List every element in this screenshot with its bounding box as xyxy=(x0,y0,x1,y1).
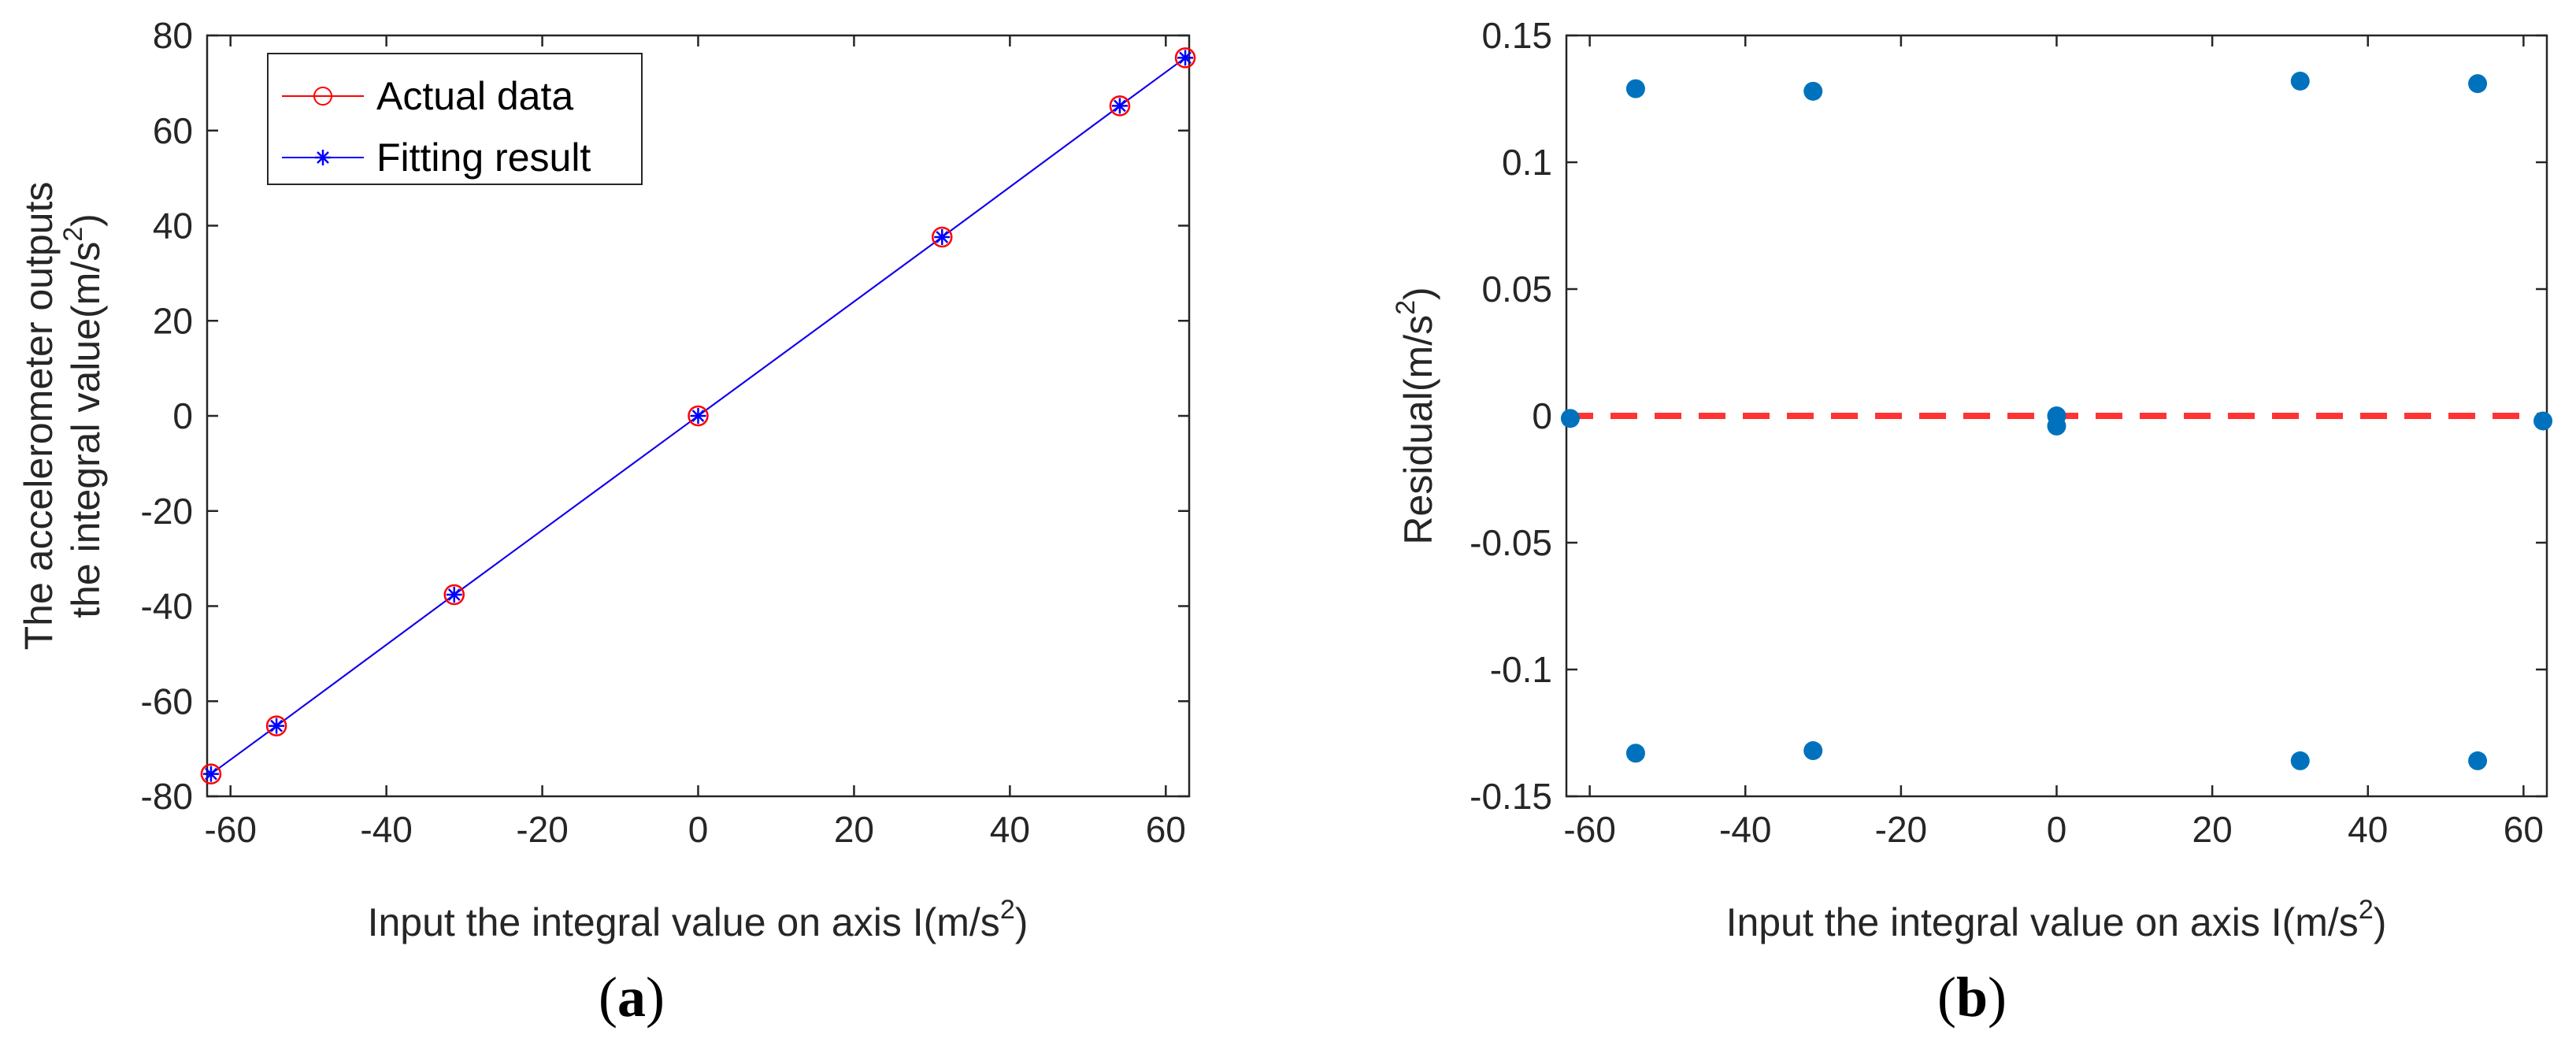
fitting-result-point xyxy=(1111,98,1128,114)
a-xtick-label: -20 xyxy=(516,809,568,850)
a-xtick-label: 40 xyxy=(990,809,1030,850)
b-xtick-label: -20 xyxy=(1875,809,1927,850)
actual-data-point xyxy=(932,226,953,248)
a-ytick-label: 0 xyxy=(172,395,193,436)
b-xtick-label: -40 xyxy=(1719,809,1771,850)
b-xtick-label: 0 xyxy=(2047,809,2067,850)
b-xtick-label: -60 xyxy=(1563,809,1615,850)
actual-data-point xyxy=(200,763,222,784)
residual-point xyxy=(1625,79,1645,98)
fitting-result-point xyxy=(202,766,219,782)
residual-point xyxy=(2468,74,2488,94)
residual-point xyxy=(2290,71,2310,91)
b-ytick-label: 0 xyxy=(1532,395,1552,436)
a-ytick-label: -80 xyxy=(141,776,193,817)
y-axis-label-a-line1: The accelerometer outputs xyxy=(17,182,61,651)
fitting-result-point xyxy=(446,587,462,603)
legend-label-fitting: Fitting result xyxy=(376,135,591,180)
actual-data-point xyxy=(1109,95,1131,117)
ticks-a: -60 -40 -20 0 20 40 60 -80 -60 -40 -20 0 20 40 60 80 xyxy=(141,15,1189,850)
fitting-result-point xyxy=(690,408,706,424)
b-ytick-label: -0.05 xyxy=(1470,522,1552,563)
fitting-result-point xyxy=(934,228,951,245)
residual-point xyxy=(1560,409,1580,428)
residual-point xyxy=(1803,741,1823,761)
b-xtick-label: 60 xyxy=(2504,809,2544,850)
y-axis-label-a-line2: the integral value(m/s2) xyxy=(58,213,108,618)
actual-data-point xyxy=(1174,47,1196,69)
x-axis-label-a: Input the integral value on axis I(m/s2) xyxy=(368,895,1029,944)
b-xtick-label: 20 xyxy=(2192,809,2233,850)
b-ytick-label: 0.15 xyxy=(1481,15,1552,56)
a-xtick-label: 0 xyxy=(688,809,709,850)
legend-marker-fitting xyxy=(315,150,331,165)
y-axis-label-b: Residual(m/s2) xyxy=(1391,287,1440,544)
fitting-result-point xyxy=(269,718,285,734)
residual-point xyxy=(1803,81,1823,101)
panel-a: -60 -40 -20 0 20 40 60 -80 -60 -40 -20 0 20 40 60 80 Ac… xyxy=(17,15,1196,1029)
a-ytick-label: 80 xyxy=(153,15,193,56)
a-ytick-label: -40 xyxy=(141,586,193,627)
a-ytick-label: 20 xyxy=(153,300,193,341)
actual-data-point xyxy=(443,584,465,606)
caption-b: (b) xyxy=(1937,966,2007,1029)
actual-data-point xyxy=(688,405,709,427)
a-ytick-label: 40 xyxy=(153,206,193,247)
b-ytick-label: -0.1 xyxy=(1490,649,1552,690)
residual-point xyxy=(2533,411,2553,431)
ticks-b: -60 -40 -20 0 20 40 60 -0.15 -0.1 -0.05 0 0.05 0.1 0.… xyxy=(1470,15,2547,850)
fitting-result-point xyxy=(1177,50,1194,66)
a-xtick-label: -40 xyxy=(360,809,412,850)
b-ytick-label: 0.1 xyxy=(1502,142,1552,183)
residual-point xyxy=(2047,416,2066,436)
legend-marker-actual xyxy=(313,87,332,106)
a-ytick-label: -60 xyxy=(141,681,193,721)
b-xtick-label: 40 xyxy=(2348,809,2388,850)
a-ytick-label: -20 xyxy=(141,491,193,532)
a-ytick-label: 60 xyxy=(153,110,193,151)
legend-box-a xyxy=(267,53,643,185)
a-xtick-label: -60 xyxy=(204,809,256,850)
actual-data-point xyxy=(265,715,287,736)
a-xtick-label: 20 xyxy=(834,809,874,850)
a-xtick-label: 60 xyxy=(1146,809,1186,850)
b-ytick-label: -0.15 xyxy=(1470,776,1552,817)
residual-point xyxy=(1625,744,1645,763)
caption-a: (a) xyxy=(599,966,665,1029)
residual-point xyxy=(2468,751,2488,770)
legend-label-actual: Actual data xyxy=(376,74,573,118)
panel-b: -60 -40 -20 0 20 40 60 -0.15 -0.1 -0.05 0 0.05 0.1 0.… xyxy=(1391,15,2553,1029)
b-ytick-label: 0.05 xyxy=(1481,269,1552,310)
residual-points xyxy=(1560,71,2553,770)
x-axis-label-b: Input the integral value on axis I(m/s2) xyxy=(1726,895,2387,944)
markers-a xyxy=(200,47,1196,784)
residual-point xyxy=(2290,751,2310,770)
legend-a: Actual data Fitting result xyxy=(267,53,643,185)
